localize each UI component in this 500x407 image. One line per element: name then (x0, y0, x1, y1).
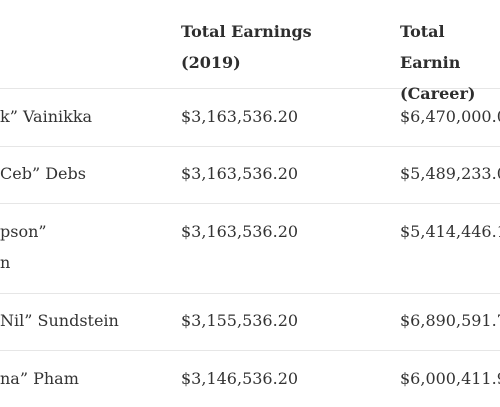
earnings-2019: $3,146,536.20 (181, 369, 299, 388)
player-name: k” Vainikka (0, 107, 93, 126)
player-name: Nil” Sundstein (0, 311, 119, 330)
table-header: Total Earnings (2019) Total Earnin (Care… (0, 0, 500, 103)
earnings-2019: $3,155,536.20 (181, 311, 299, 330)
table-row: pson” n $3,163,536.20 $5,414,446.1 (0, 204, 500, 294)
player-name: Ceb” Debs (0, 164, 86, 183)
earnings-2019: $3,163,536.20 (181, 164, 299, 183)
earnings-career: $5,489,233.0 (400, 164, 500, 183)
earnings-career: $6,890,591.7 (400, 311, 500, 330)
earnings-2019: $3,163,536.20 (181, 222, 299, 241)
player-name: pson” n (0, 222, 47, 272)
table-row: na” Pham $3,146,536.20 $6,000,411.9 (0, 351, 500, 407)
table-row: Ceb” Debs $3,163,536.20 $5,489,233.0 (0, 147, 500, 204)
earnings-career: $5,414,446.1 (400, 222, 500, 241)
table-row: k” Vainikka $3,163,536.20 $6,470,000.0 (0, 89, 500, 147)
header-total-earnings-2019: Total Earnings (2019) (181, 22, 312, 72)
header-total-earnings-career: Total Earnin (Career) (400, 22, 476, 103)
earnings-career: $6,000,411.9 (400, 369, 500, 388)
table-row: Nil” Sundstein $3,155,536.20 $6,890,591.… (0, 294, 500, 351)
earnings-2019: $3,163,536.20 (181, 107, 299, 126)
player-name: na” Pham (0, 369, 79, 388)
earnings-career: $6,470,000.0 (400, 107, 500, 126)
